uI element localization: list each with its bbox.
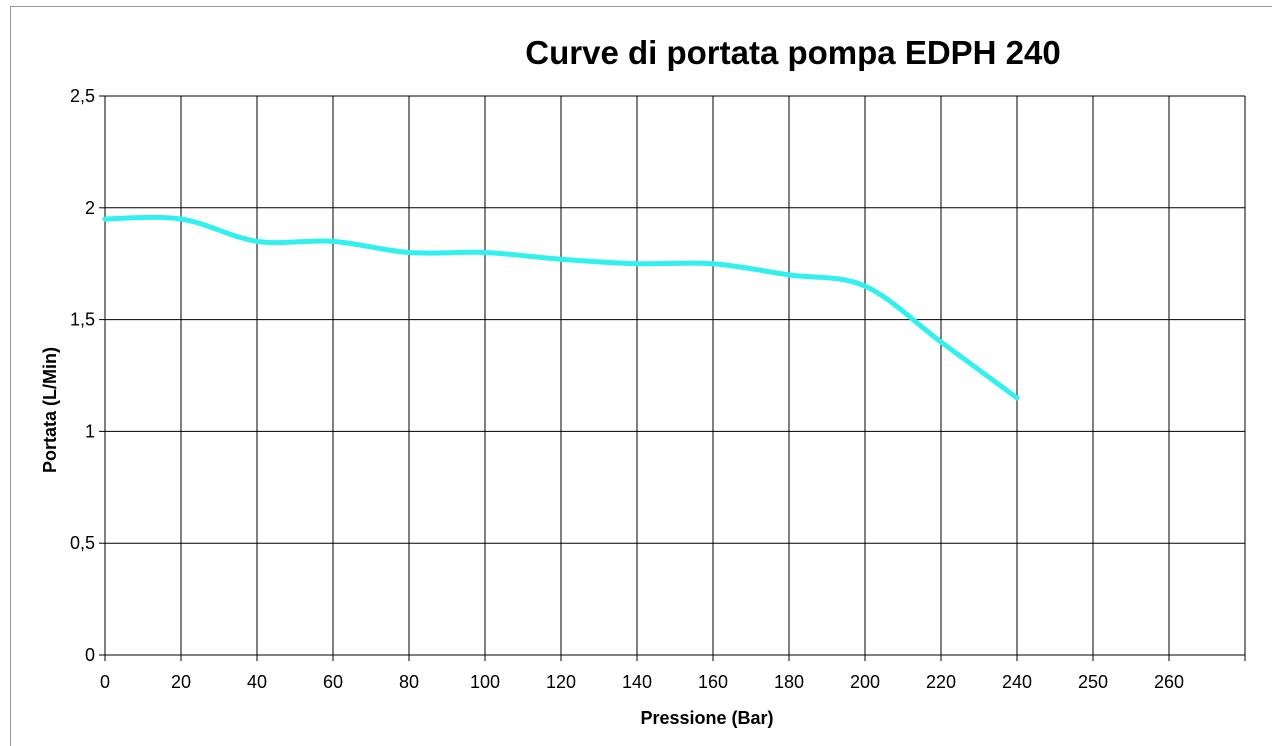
x-axis-ticks: 0 20 40 60 80 100 120 140 160 180 200 220 240 250 260 bbox=[100, 672, 1184, 692]
data-point bbox=[938, 339, 944, 345]
data-point bbox=[102, 216, 108, 222]
data-point bbox=[406, 250, 412, 256]
chart-frame bbox=[10, 6, 1272, 746]
data-point bbox=[862, 283, 868, 289]
data-point bbox=[786, 272, 792, 278]
x-tick-label: 80 bbox=[399, 672, 419, 692]
y-tick-label: 1,5 bbox=[70, 310, 95, 330]
y-tick-label: 0,5 bbox=[70, 533, 95, 553]
series-group bbox=[102, 214, 1020, 401]
y-tick-label: 0 bbox=[85, 645, 95, 665]
data-point bbox=[330, 238, 336, 244]
x-tick-label: 40 bbox=[247, 672, 267, 692]
x-tick-label: 220 bbox=[926, 672, 956, 692]
grid bbox=[99, 95, 1246, 661]
data-point bbox=[1014, 395, 1020, 401]
x-tick-label: 20 bbox=[171, 672, 191, 692]
x-tick-label: 120 bbox=[546, 672, 576, 692]
data-point bbox=[710, 261, 716, 267]
data-point bbox=[558, 256, 564, 262]
x-tick-label: 140 bbox=[622, 672, 652, 692]
x-tick-label: 100 bbox=[470, 672, 500, 692]
data-point bbox=[482, 250, 488, 256]
x-tick-label: 0 bbox=[100, 672, 110, 692]
data-point bbox=[254, 238, 260, 244]
x-tick-label: 180 bbox=[774, 672, 804, 692]
y-axis-ticks: 0 0,5 1 1,5 2 2,5 bbox=[70, 86, 95, 665]
data-point bbox=[178, 216, 184, 222]
y-axis-label: Portata (L/Min) bbox=[40, 347, 60, 473]
x-tick-label: 250 bbox=[1078, 672, 1108, 692]
y-tick-label: 2 bbox=[85, 198, 95, 218]
chart-title: Curve di portata pompa EDPH 240 bbox=[525, 34, 1060, 71]
y-tick-label: 2,5 bbox=[70, 86, 95, 106]
data-point bbox=[634, 261, 640, 267]
y-tick-label: 1 bbox=[85, 421, 95, 441]
x-tick-label: 160 bbox=[698, 672, 728, 692]
x-tick-label: 200 bbox=[850, 672, 880, 692]
x-axis-label: Pressione (Bar) bbox=[640, 708, 773, 728]
x-tick-label: 260 bbox=[1154, 672, 1184, 692]
x-tick-label: 60 bbox=[323, 672, 343, 692]
x-tick-label: 240 bbox=[1002, 672, 1032, 692]
